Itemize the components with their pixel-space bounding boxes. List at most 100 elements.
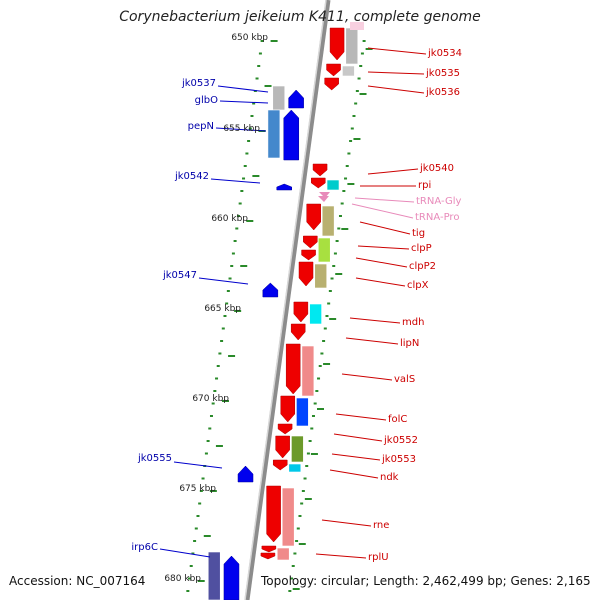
tick-outer-right [347,152,351,155]
gene-label-tig[interactable]: tig [412,228,426,239]
gene-label-ndk[interactable]: ndk [380,472,399,483]
tick-major-right [341,228,349,230]
function-block-7 [301,345,315,397]
tick-outer-right [315,390,319,392]
forward-gene-lipn [290,323,306,341]
gene-label-clpp[interactable]: clpP [411,243,432,254]
tick-outer-right [325,315,329,317]
tick-outer-left [193,540,197,542]
function-block-4 [317,237,331,263]
gene-label-jk0553[interactable]: jk0553 [382,454,417,465]
tick-outer-right [290,577,294,580]
tick-outer-left [235,227,239,230]
leader-right-6 [351,203,414,219]
tick-major-left [252,175,260,177]
forward-gene-jk0535 [326,63,341,77]
function-block-11 [281,487,295,547]
function-block-9 [291,435,304,463]
tick-major-left [234,310,242,312]
tick-major-left [209,490,217,492]
tick-outer-right [355,90,359,92]
tick-outer-left [225,302,229,305]
tick-outer-right [332,265,336,267]
tick-outer-right [306,452,310,455]
gene-label-rpi[interactable]: rpi [418,180,432,191]
reverse-gene-jk0555-arrow [237,465,254,483]
tick-major-left [222,400,229,402]
position-label-650: 650 kbp [231,33,268,43]
leader-right-7 [359,221,411,235]
leader-left-4 [198,277,249,285]
leader-right-8 [357,245,410,250]
gene-label-folc[interactable]: folC [388,414,408,425]
tick-major-right [329,318,337,320]
tick-outer-left [199,490,203,492]
forward-gene-clpx [298,261,314,287]
forward-gene-rplu-b [260,552,276,560]
tick-outer-right [354,102,358,105]
gene-label-pepn[interactable]: pepN [187,121,214,132]
gene-label-glbo[interactable]: glbO [194,95,218,106]
tick-outer-left [258,52,262,55]
gene-label-jk0535[interactable]: jk0535 [426,68,461,79]
gene-label-clpp2[interactable]: clpP2 [409,261,437,272]
genome-backbone-highlight [244,0,327,600]
tick-outer-left [252,102,256,105]
leader-right-17 [329,469,379,479]
gene-label-mdh[interactable]: mdh [402,317,425,328]
gene-label-jk0540[interactable]: jk0540 [420,163,455,174]
leader-right-0 [367,47,427,55]
gene-label-jk0547[interactable]: jk0547 [162,270,197,281]
gene-label-clpx[interactable]: clpX [407,280,429,291]
leader-right-3 [367,168,419,175]
function-block-8 [296,397,309,427]
tick-major-right [359,93,367,95]
tick-outer-left [206,440,210,442]
gene-label-jk0536[interactable]: jk0536 [426,87,461,98]
gene-label-trna-pro[interactable]: tRNA-Pro [415,212,460,223]
label-leader-lines [159,47,427,559]
gene-label-jk0534[interactable]: jk0534 [428,48,463,59]
tick-major-right [304,498,312,500]
gene-label-jk0552[interactable]: jk0552 [384,435,419,446]
tick-major-right [317,408,324,410]
gene-label-trna-gly[interactable]: tRNA-Gly [416,196,462,207]
tick-outer-right [300,502,304,505]
function-block-15 [207,551,221,600]
tick-major-left [203,535,211,537]
forward-gene-clpp2 [301,249,316,261]
gene-label-vals[interactable]: valS [394,374,416,385]
gene-label-lipn[interactable]: lipN [400,338,420,349]
gene-label-rne[interactable]: rne [373,520,390,531]
tick-outer-left [209,415,213,417]
tick-outer-right [288,590,292,592]
tick-outer-left [228,277,232,280]
tick-outer-right [359,65,363,67]
leader-left-1 [219,100,269,104]
function-block-14 [267,109,281,159]
tick-outer-right [318,365,322,367]
tick-major-left [270,40,278,42]
tick-outer-left [260,40,264,42]
gene-label-jk0537[interactable]: jk0537 [181,78,216,89]
tick-major-right [323,363,331,365]
gene-features [207,22,364,600]
forward-gene-rne [266,485,281,543]
gene-label-jk0555[interactable]: jk0555 [137,453,172,464]
leader-right-19 [315,553,367,559]
tick-outer-right [303,477,307,480]
tick-outer-left [188,577,192,580]
leader-right-14 [335,413,387,421]
leader-left-2 [215,127,267,132]
gene-label-jk0542[interactable]: jk0542 [174,171,209,182]
tick-outer-left [240,190,244,192]
tick-outer-right [349,140,353,142]
forward-gene-clpp [303,235,318,249]
gene-label-irp6c[interactable]: irp6C [131,542,158,553]
tick-outer-right [344,177,348,180]
reverse-gene-jk0547-arrow [262,282,279,298]
gene-label-rplu[interactable]: rplU [368,552,389,563]
tick-outer-right [322,340,326,342]
function-block-5 [314,263,328,289]
